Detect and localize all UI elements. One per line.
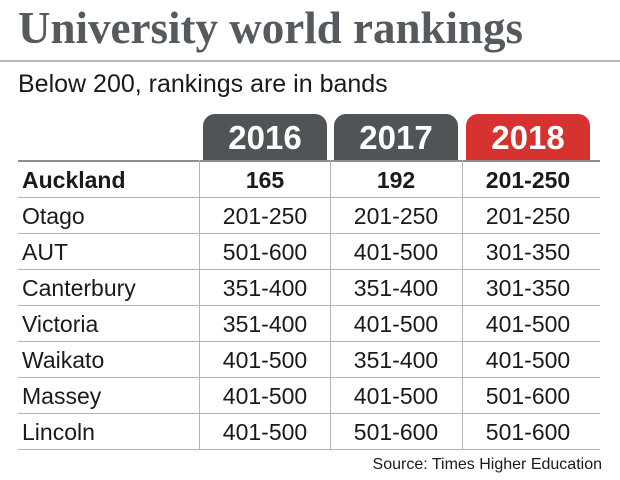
column-header-2018: 2018	[466, 114, 590, 160]
university-name: Auckland	[22, 167, 126, 193]
ranking-cell-2018: 501-600	[485, 419, 571, 445]
row-divider	[18, 449, 600, 450]
ranking-cell-2017: 351-400	[353, 275, 439, 301]
ranking-cell-2016: 501-600	[222, 239, 308, 265]
ranking-cell-2018: 501-600	[485, 383, 571, 409]
table-top-rule	[18, 160, 600, 162]
source-note: Source: Times Higher Education	[372, 456, 602, 473]
row-divider	[18, 197, 600, 198]
table-row: Canterbury 351-400 351-400 301-350	[0, 270, 620, 306]
university-name: Otago	[22, 203, 85, 229]
ranking-cell-2018: 201-250	[485, 167, 571, 193]
table-row: Massey 401-500 401-500 501-600	[0, 378, 620, 414]
ranking-cell-2018: 301-350	[485, 275, 571, 301]
ranking-cell-2016: 351-400	[222, 275, 308, 301]
ranking-cell-2017: 501-600	[353, 419, 439, 445]
ranking-cell-2017: 351-400	[353, 347, 439, 373]
ranking-cell-2018: 201-250	[485, 203, 571, 229]
table-row: AUT 501-600 401-500 301-350	[0, 234, 620, 270]
title-divider	[0, 60, 620, 62]
column-header-2016: 2016	[203, 114, 327, 160]
row-divider	[18, 413, 600, 414]
ranking-cell-2016: 165	[245, 167, 285, 193]
university-name: AUT	[22, 239, 68, 265]
ranking-cell-2016: 351-400	[222, 311, 308, 337]
chart-title: University world rankings	[18, 3, 524, 53]
table-row: Waikato 401-500 351-400 401-500	[0, 342, 620, 378]
ranking-cell-2017: 192	[376, 167, 416, 193]
row-divider	[18, 269, 600, 270]
row-divider	[18, 377, 600, 378]
column-header-2017: 2017	[334, 114, 458, 160]
university-name: Waikato	[22, 347, 105, 373]
ranking-cell-2016: 401-500	[222, 419, 308, 445]
ranking-cell-2018: 401-500	[485, 311, 571, 337]
ranking-cell-2017: 401-500	[353, 311, 439, 337]
ranking-cell-2017: 401-500	[353, 239, 439, 265]
table-row: Victoria 351-400 401-500 401-500	[0, 306, 620, 342]
ranking-cell-2017: 401-500	[353, 383, 439, 409]
chart-subtitle: Below 200, rankings are in bands	[18, 70, 388, 98]
ranking-cell-2018: 401-500	[485, 347, 571, 373]
university-name: Massey	[22, 383, 102, 409]
ranking-cell-2016: 401-500	[222, 383, 308, 409]
university-name: Victoria	[22, 311, 99, 337]
row-divider	[18, 233, 600, 234]
university-name: Canterbury	[22, 275, 136, 301]
table-row: Otago 201-250 201-250 201-250	[0, 198, 620, 234]
ranking-cell-2017: 201-250	[353, 203, 439, 229]
row-divider	[18, 305, 600, 306]
university-name: Lincoln	[22, 419, 95, 445]
ranking-cell-2016: 201-250	[222, 203, 308, 229]
ranking-cell-2016: 401-500	[222, 347, 308, 373]
row-divider	[18, 341, 600, 342]
table-row: Auckland 165 192 201-250	[0, 162, 620, 198]
ranking-cell-2018: 301-350	[485, 239, 571, 265]
table-row: Lincoln 401-500 501-600 501-600	[0, 414, 620, 450]
